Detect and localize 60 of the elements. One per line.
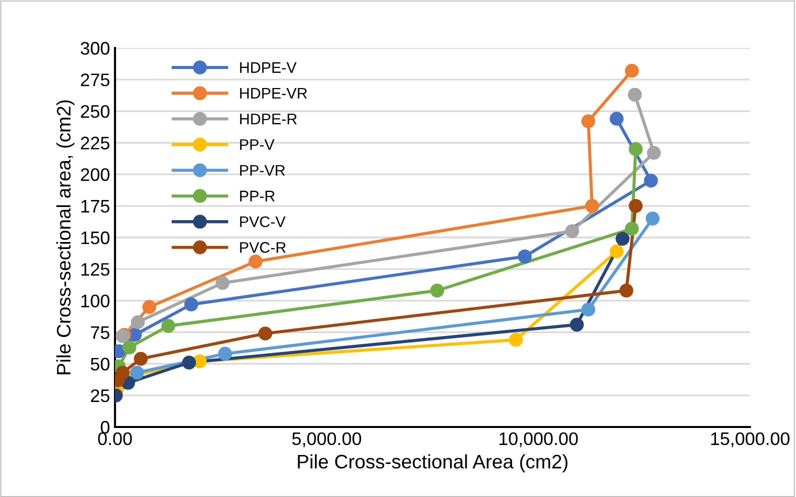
point: [161, 318, 176, 333]
legend-label: HDPE-R: [240, 114, 297, 124]
legend-label: PP-V: [240, 139, 274, 150]
y-tick-label: 200: [80, 168, 110, 182]
x-tick-label: 15,000.00: [711, 432, 790, 448]
point: [430, 284, 444, 298]
point: [518, 250, 532, 264]
legend-label: PVC-V: [240, 216, 286, 228]
point: [182, 356, 196, 370]
point: [624, 64, 639, 78]
y-tick-label: 50: [90, 358, 110, 371]
point: [610, 112, 624, 126]
point: [142, 300, 156, 314]
y-tick-label: 275: [80, 74, 110, 86]
point: [130, 366, 144, 380]
legend-label: HDPE-V: [240, 62, 297, 73]
point: [616, 232, 630, 246]
point: [610, 244, 624, 258]
x-tick-label: 5,000.00: [292, 432, 362, 448]
point: [585, 198, 600, 213]
point: [258, 326, 272, 340]
y-tick-label: 25: [90, 389, 110, 402]
point: [644, 174, 658, 188]
y-tick-label: 0: [100, 420, 110, 434]
point: [628, 88, 642, 102]
point: [581, 302, 596, 316]
legend-label: PP-R: [240, 190, 275, 202]
point: [130, 315, 145, 330]
point: [184, 298, 198, 312]
x-axis-title: Pile Cross-sectional Area (cm2): [298, 454, 568, 472]
point: [646, 212, 660, 226]
point: [218, 346, 232, 361]
y-tick-label: 175: [81, 200, 110, 213]
point: [570, 318, 584, 332]
point: [134, 352, 148, 366]
y-tick-label: 225: [80, 136, 110, 150]
point: [248, 254, 262, 268]
y-tick-label: 75: [90, 326, 110, 339]
point: [565, 224, 580, 238]
point: [116, 366, 130, 380]
point: [619, 284, 634, 298]
point: [624, 222, 639, 236]
legend-label: PP-VR: [240, 165, 285, 176]
point: [646, 146, 661, 160]
point: [628, 142, 643, 156]
point: [628, 198, 643, 213]
y-tick-label: 300: [80, 42, 110, 55]
y-tick-label: 125: [81, 263, 110, 276]
y-axis-title: Pile Cross-sectional area, (cm2): [56, 100, 74, 374]
legend-label: HDPE-VR: [240, 88, 307, 99]
y-tick-label: 150: [81, 231, 110, 244]
x-tick-label: 10,000.00: [500, 432, 578, 448]
x-tick-label: 0.00: [98, 432, 132, 446]
legend-label: PVC-R: [240, 242, 286, 253]
y-tick-label: 100: [81, 294, 110, 308]
point: [508, 332, 523, 347]
y-tick-label: 250: [80, 105, 110, 118]
point: [581, 114, 596, 128]
point: [122, 340, 136, 354]
point: [216, 276, 230, 290]
